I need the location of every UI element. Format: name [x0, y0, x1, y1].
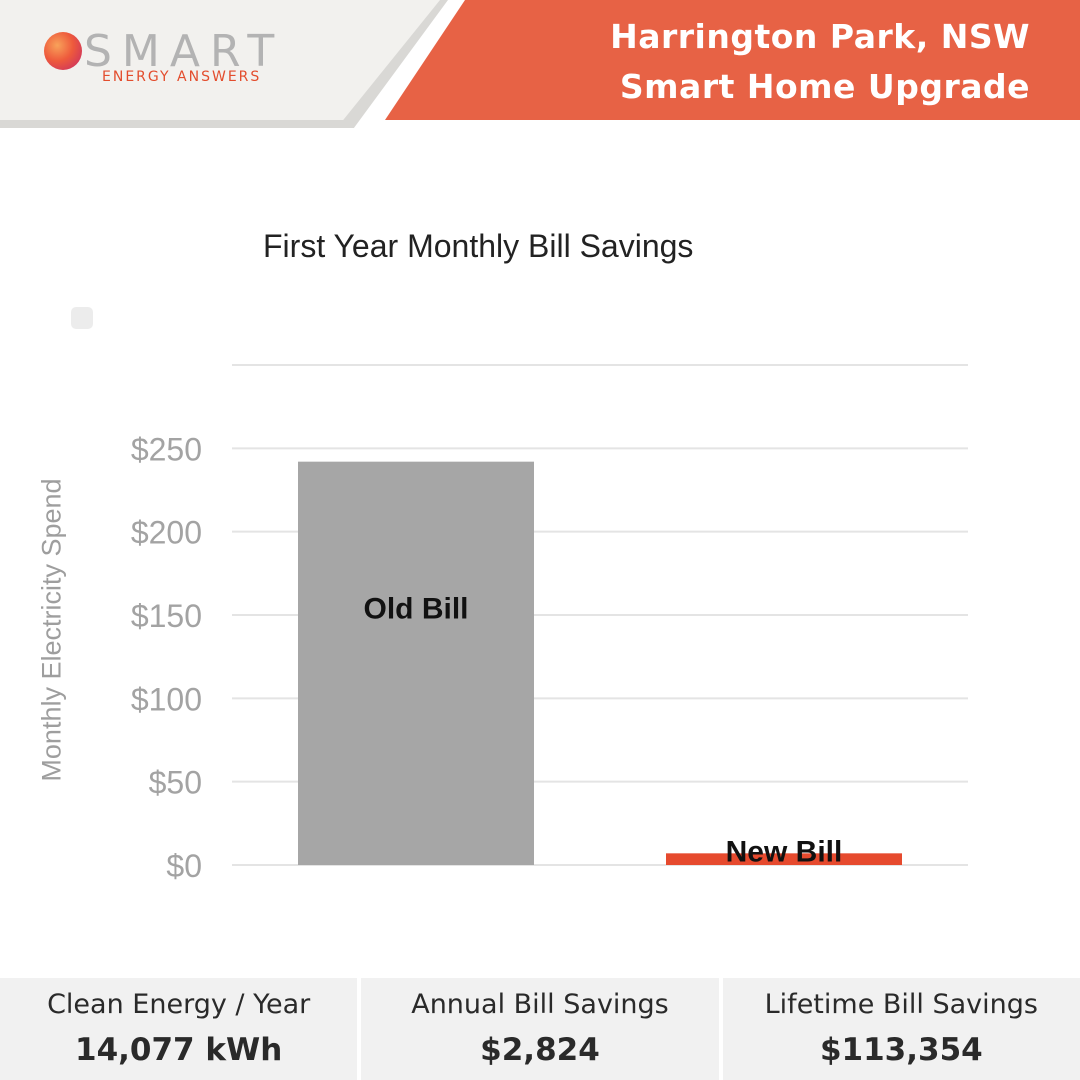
logo-subtitle: ENERGY ANSWERS	[102, 69, 262, 85]
stat-lifetime-savings: Lifetime Bill Savings $113,354	[722, 978, 1080, 1080]
stat-value: $2,824	[480, 1032, 600, 1068]
header-right-banner	[385, 0, 1080, 120]
chart-plot-area: $0 $50 $100 $150 $200 $250 Old Bill New Bill	[131, 364, 968, 884]
stat-value: $113,354	[819, 1032, 983, 1068]
legend-marker	[71, 307, 93, 329]
bar-label: Old Bill	[364, 592, 469, 625]
y-tick-label: $0	[166, 848, 202, 884]
y-tick-label: $50	[149, 765, 202, 801]
bar-label: New Bill	[726, 835, 843, 868]
header-subtitle: Smart Home Upgrade	[619, 67, 1030, 106]
y-tick-label: $150	[131, 598, 202, 634]
logo-sphere-icon	[44, 32, 82, 70]
header-location: Harrington Park, NSW	[610, 17, 1030, 56]
stat-label: Clean Energy / Year	[47, 989, 311, 1020]
bar-chart: First Year Monthly Bill Savings Monthly …	[0, 150, 1080, 930]
brand-logo: SMART ENERGY ANSWERS	[44, 26, 304, 96]
bar-new-bill	[666, 853, 902, 865]
chart-title: First Year Monthly Bill Savings	[263, 228, 694, 264]
stats-bar: Clean Energy / Year 14,077 kWh Annual Bi…	[0, 978, 1080, 1080]
y-tick-label: $250	[131, 431, 202, 467]
y-tick-label: $100	[131, 681, 202, 717]
y-tick-label: $200	[131, 515, 202, 551]
header-title: Harrington Park, NSW Smart Home Upgrade	[610, 12, 1030, 112]
logo-word: SMART	[84, 26, 285, 77]
stat-label: Lifetime Bill Savings	[764, 989, 1038, 1020]
stat-label: Annual Bill Savings	[411, 989, 669, 1020]
stat-clean-energy: Clean Energy / Year 14,077 kWh	[0, 978, 358, 1080]
bar-old-bill	[298, 461, 534, 865]
stat-annual-savings: Annual Bill Savings $2,824	[361, 978, 719, 1080]
stat-value: 14,077 kWh	[75, 1032, 283, 1068]
